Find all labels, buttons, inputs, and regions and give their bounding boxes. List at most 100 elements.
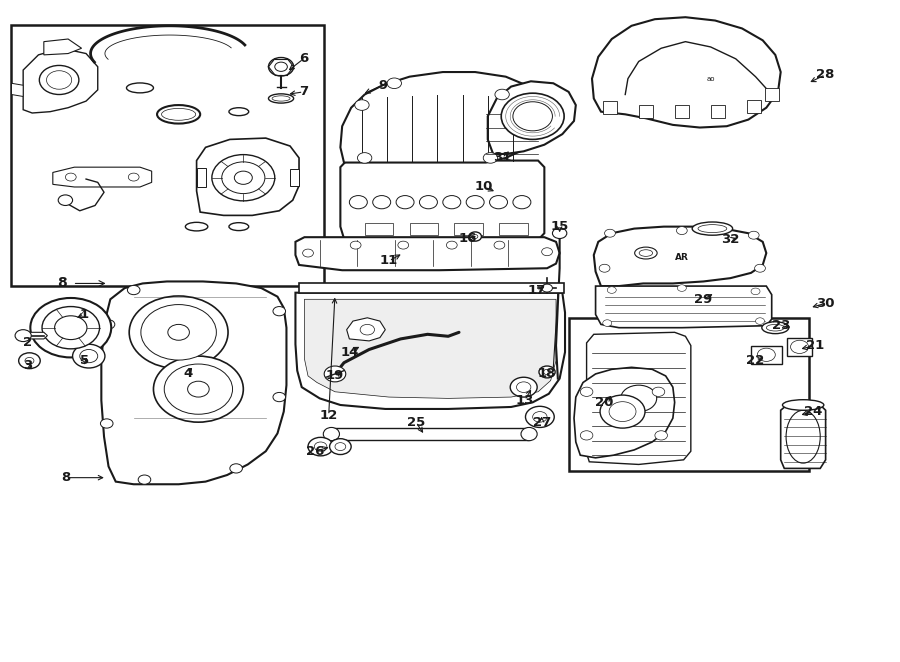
Circle shape	[73, 344, 105, 368]
Polygon shape	[44, 39, 82, 55]
Circle shape	[302, 249, 313, 257]
Polygon shape	[340, 161, 544, 242]
Ellipse shape	[323, 428, 339, 441]
Circle shape	[751, 288, 760, 295]
Circle shape	[655, 431, 668, 440]
Circle shape	[164, 364, 232, 414]
Circle shape	[526, 128, 540, 138]
Text: 23: 23	[771, 319, 790, 332]
Circle shape	[495, 89, 509, 100]
Circle shape	[580, 431, 593, 440]
Ellipse shape	[272, 96, 290, 101]
Circle shape	[494, 241, 505, 249]
Polygon shape	[340, 72, 538, 163]
Circle shape	[609, 402, 636, 422]
Polygon shape	[196, 138, 299, 215]
Circle shape	[335, 443, 346, 451]
Circle shape	[31, 298, 112, 357]
Bar	[711, 105, 725, 118]
Circle shape	[517, 382, 531, 393]
Ellipse shape	[161, 109, 195, 120]
Bar	[764, 88, 778, 101]
Circle shape	[373, 195, 391, 209]
Circle shape	[355, 100, 369, 111]
Circle shape	[513, 102, 553, 131]
Text: 22: 22	[746, 354, 765, 367]
Circle shape	[357, 153, 372, 164]
Circle shape	[599, 264, 610, 272]
Circle shape	[678, 285, 687, 291]
Bar	[331, 428, 529, 440]
Text: 13: 13	[516, 394, 534, 407]
Circle shape	[101, 419, 113, 428]
Ellipse shape	[127, 83, 154, 93]
Circle shape	[55, 316, 87, 340]
Polygon shape	[53, 167, 152, 187]
Text: 8: 8	[62, 471, 71, 484]
Circle shape	[360, 324, 374, 335]
Circle shape	[19, 353, 40, 369]
Circle shape	[273, 393, 285, 402]
Circle shape	[42, 307, 100, 349]
Text: 12: 12	[320, 409, 338, 422]
Polygon shape	[592, 17, 780, 128]
Text: 2: 2	[23, 336, 32, 349]
Ellipse shape	[634, 247, 657, 259]
Text: 9: 9	[378, 79, 387, 92]
Bar	[751, 346, 782, 364]
Bar	[500, 223, 528, 235]
Circle shape	[308, 438, 333, 456]
Circle shape	[139, 475, 151, 485]
Circle shape	[544, 369, 551, 375]
Circle shape	[443, 195, 461, 209]
Ellipse shape	[229, 108, 248, 116]
Text: ao: ao	[706, 75, 715, 81]
Circle shape	[398, 241, 409, 249]
Circle shape	[324, 366, 346, 382]
Ellipse shape	[692, 222, 733, 235]
Text: 29: 29	[694, 293, 713, 306]
Circle shape	[221, 162, 265, 193]
Text: 6: 6	[299, 52, 308, 66]
Circle shape	[652, 387, 665, 397]
Circle shape	[47, 71, 72, 89]
Text: 4: 4	[183, 367, 193, 381]
Text: 24: 24	[804, 405, 823, 418]
Text: 11: 11	[380, 254, 398, 267]
Circle shape	[501, 93, 564, 140]
Polygon shape	[596, 286, 771, 328]
Circle shape	[605, 229, 616, 237]
Text: 16: 16	[459, 232, 477, 245]
Circle shape	[483, 153, 498, 164]
Circle shape	[608, 287, 616, 293]
Bar	[746, 100, 760, 113]
Polygon shape	[23, 48, 98, 113]
Polygon shape	[21, 332, 48, 339]
Circle shape	[268, 58, 293, 76]
Circle shape	[273, 307, 285, 316]
Circle shape	[66, 173, 77, 181]
Circle shape	[757, 348, 775, 361]
Circle shape	[387, 78, 401, 89]
Bar	[12, 25, 324, 286]
Circle shape	[329, 439, 351, 455]
Circle shape	[510, 377, 537, 397]
Text: 32: 32	[721, 233, 740, 246]
Circle shape	[677, 226, 688, 234]
Circle shape	[141, 305, 216, 360]
Text: 20: 20	[596, 396, 614, 409]
Ellipse shape	[786, 410, 820, 463]
Text: 3: 3	[23, 359, 32, 372]
Circle shape	[349, 195, 367, 209]
Polygon shape	[295, 293, 565, 409]
Text: 10: 10	[475, 181, 493, 193]
Circle shape	[790, 340, 808, 354]
Text: 26: 26	[306, 445, 324, 457]
Polygon shape	[12, 83, 23, 97]
Polygon shape	[295, 237, 560, 270]
Ellipse shape	[761, 322, 788, 334]
Text: 30: 30	[816, 297, 835, 310]
Circle shape	[542, 248, 553, 256]
Circle shape	[58, 195, 73, 205]
Ellipse shape	[158, 105, 200, 124]
